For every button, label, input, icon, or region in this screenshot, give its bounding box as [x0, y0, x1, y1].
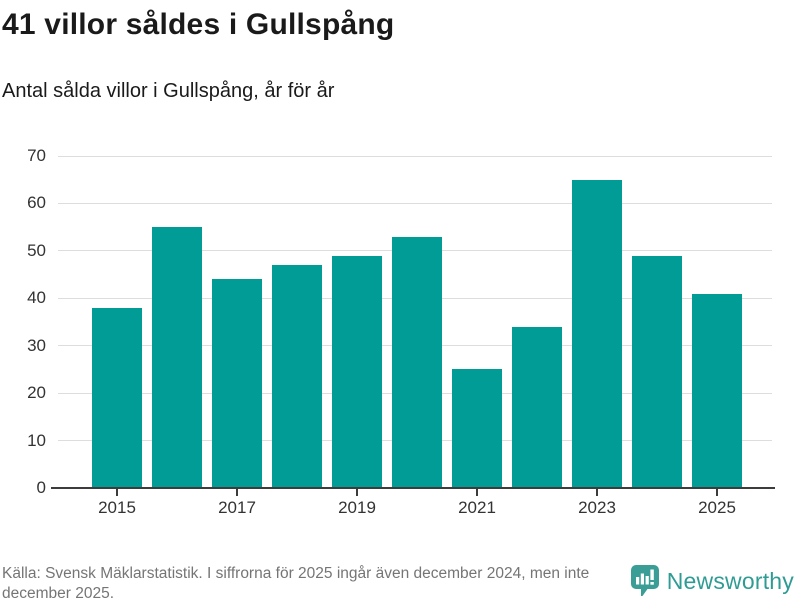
- x-axis-tick-label: 2025: [698, 498, 736, 517]
- y-axis-tick-label: 10: [27, 430, 46, 450]
- bar-2024: [632, 255, 682, 488]
- x-axis-tick-label: 2021: [458, 498, 496, 517]
- x-axis-tick-label: 2017: [218, 498, 256, 517]
- x-axis-tick-label: 2023: [578, 498, 616, 517]
- x-axis-tick-label: 2015: [98, 498, 136, 517]
- x-axis-line: [51, 487, 775, 489]
- y-axis-tick-label: 20: [27, 383, 46, 403]
- gridline: [58, 202, 772, 204]
- newsworthy-bubble-chart-icon: [630, 565, 659, 596]
- x-axis-tick: [236, 489, 238, 496]
- x-axis-tick-label: 2019: [338, 498, 376, 517]
- bar-2015: [92, 307, 142, 488]
- y-axis-tick-label: 60: [27, 193, 46, 213]
- x-axis-tick: [716, 489, 718, 496]
- bar-2021: [452, 369, 502, 488]
- x-axis-tick: [116, 489, 118, 496]
- y-axis-tick-label: 50: [27, 240, 46, 260]
- newsworthy-logo: Newsworthy: [630, 564, 794, 598]
- chart-title: 41 villor såldes i Gullspång: [2, 8, 395, 41]
- newsworthy-wordmark: Newsworthy: [666, 567, 794, 594]
- x-axis-tick: [356, 489, 358, 496]
- bar-2020: [392, 236, 442, 488]
- bar-2022: [512, 326, 562, 488]
- gridline: [58, 155, 772, 157]
- bar-2018: [272, 265, 322, 488]
- x-axis-tick: [596, 489, 598, 496]
- chart-subtitle: Antal sålda villor i Gullspång, år för å…: [2, 80, 335, 102]
- y-axis-tick-label: 70: [27, 146, 46, 165]
- bar-2025: [692, 293, 742, 488]
- bar-2017: [212, 279, 262, 488]
- y-axis-tick-label: 0: [36, 478, 46, 497]
- y-axis-tick-label: 30: [27, 335, 46, 355]
- y-axis-tick-label: 40: [27, 288, 46, 308]
- x-axis-tick: [476, 489, 478, 496]
- source-note: Källa: Svensk Mäklarstatistik. I siffror…: [2, 565, 590, 600]
- bar-2023: [572, 179, 622, 488]
- bar-2016: [152, 227, 202, 488]
- bar-2019: [332, 255, 382, 488]
